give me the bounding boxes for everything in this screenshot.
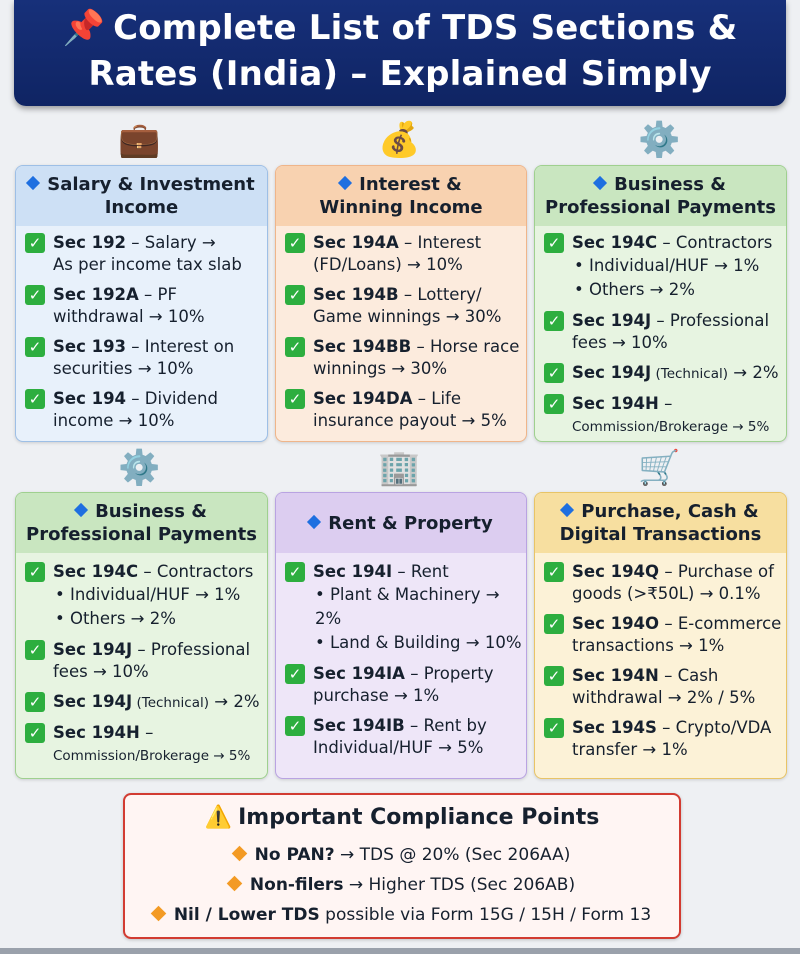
card-heading: Business & Professional Payments: [535, 166, 786, 226]
diamond-bullet-icon: [74, 502, 89, 518]
check-icon: ✓: [285, 716, 305, 736]
check-icon: ✓: [544, 394, 564, 414]
check-icon: ✓: [544, 614, 564, 634]
orange-diamond-icon: [231, 845, 247, 862]
tds-entry: ✓ Sec 194IB – Rent by Individual/HUF → 5%: [276, 715, 526, 759]
tds-entry: ✓ Sec 194J – Professional fees → 10%: [535, 310, 786, 354]
card-rent-property: Rent & Property ✓ Sec 194I – Rent • Plant …: [275, 492, 527, 779]
diamond-bullet-icon: [593, 175, 608, 191]
card-heading: Purchase, Cash & Digital Transactions: [535, 493, 786, 553]
tds-entry: ✓ Sec 192 – Salary → As per income tax sla…: [16, 232, 267, 276]
check-icon: ✓: [25, 562, 45, 582]
card-interest-winning: Interest & Winning Income ✓ Sec 194A – Int…: [275, 165, 527, 442]
check-icon: ✓: [544, 718, 564, 738]
check-icon: ✓: [285, 337, 305, 357]
tds-entry: ✓ Sec 194B – Lottery/Game winnings → 30%: [276, 284, 526, 328]
briefcase-icon: 💼: [118, 120, 161, 160]
tds-entry: ✓ Sec 193 – Interest on securities → 10%: [16, 336, 267, 380]
tds-entry: ✓ Sec 192A – PF withdrawal → 10%: [16, 284, 267, 328]
check-icon: ✓: [544, 666, 564, 686]
card-heading: Business & Professional Payments: [16, 493, 267, 553]
tds-entry: ✓ Sec 194J (Technical) → 2%: [535, 362, 786, 385]
orange-diamond-icon: [226, 875, 243, 892]
gears-icon: ⚙️: [638, 120, 681, 160]
shopping-cart-icon: 🛒: [638, 448, 681, 488]
card-heading: Rent & Property: [276, 493, 526, 553]
tds-entry: ✓ Sec 194C – Contractors • Individual/HUF …: [16, 561, 267, 631]
diamond-bullet-icon: [307, 514, 322, 529]
tds-entry: ✓ Sec 194S – Crypto/VDA transfer → 1%: [535, 717, 786, 761]
compliance-point: Nil / Lower TDS possible via Form 15G / …: [125, 905, 679, 925]
tds-entry: ✓ Sec 194O – E-commerce transactions → 1%: [535, 613, 786, 657]
tds-entry: ✓ Sec 194H – Commission/Brokerage → 5%: [535, 393, 786, 438]
tds-entry: ✓ Sec 194BB – Horse race winnings → 30%: [276, 336, 526, 380]
title-line-2: Rates (India) – Explained Simply: [88, 54, 712, 94]
pushpin-icon: 📌: [62, 8, 106, 48]
gears-icon: ⚙️: [118, 448, 161, 488]
check-icon: ✓: [544, 562, 564, 582]
tds-entry: ✓ Sec 194DA – Life insurance payout → 5%: [276, 388, 526, 432]
bottom-bar: [0, 948, 800, 954]
compliance-box: ⚠️ Important Compliance Points No PAN? → …: [123, 793, 681, 939]
compliance-point: Non-filers → Higher TDS (Sec 206AB): [125, 875, 679, 895]
tds-entry: ✓ Sec 194A – Interest (FD/Loans) → 10%: [276, 232, 526, 276]
tds-entry: ✓ Sec 194I – Rent • Plant & Machinery → 2%…: [276, 561, 526, 655]
check-icon: ✓: [285, 285, 305, 305]
card-purchase-cash-digital: Purchase, Cash & Digital Transactions ✓ Se…: [534, 492, 787, 779]
check-icon: ✓: [285, 233, 305, 253]
check-icon: ✓: [285, 664, 305, 684]
title-banner: 📌 Complete List of TDS Sections & Rates (…: [14, 0, 786, 106]
money-bag-icon: 💰: [378, 120, 421, 160]
orange-diamond-icon: [150, 905, 167, 922]
tds-entry: ✓ Sec 194IA – Property purchase → 1%: [276, 663, 526, 707]
compliance-point: No PAN? → TDS @ 20% (Sec 206AA): [125, 845, 679, 865]
diamond-bullet-icon: [560, 502, 575, 518]
warning-icon: ⚠️: [204, 805, 233, 830]
check-icon: ✓: [25, 640, 45, 660]
check-icon: ✓: [285, 562, 305, 582]
tds-entry: ✓ Sec 194J (Technical) → 2%: [16, 691, 267, 714]
card-heading: Interest & Winning Income: [276, 166, 526, 226]
check-icon: ✓: [544, 363, 564, 383]
check-icon: ✓: [25, 389, 45, 409]
tds-entry: ✓ Sec 194Q – Purchase of goods (>₹50L) → 0…: [535, 561, 786, 605]
tds-entry: ✓ Sec 194H – Commission/Brokerage → 5%: [16, 722, 267, 767]
check-icon: ✓: [25, 285, 45, 305]
check-icon: ✓: [544, 233, 564, 253]
compliance-title: Important Compliance Points: [238, 805, 600, 830]
card-business-professional: Business & Professional Payments ✓ Sec 194…: [15, 492, 268, 779]
check-icon: ✓: [25, 723, 45, 743]
card-salary-investment: Salary & Investment Income ✓ Sec 192 – Sal…: [15, 165, 268, 442]
card-business-professional: Business & Professional Payments ✓ Sec 194…: [534, 165, 787, 442]
tds-entry: ✓ Sec 194N – Cash withdrawal → 2% / 5%: [535, 665, 786, 709]
check-icon: ✓: [25, 692, 45, 712]
check-icon: ✓: [544, 311, 564, 331]
diamond-bullet-icon: [338, 175, 353, 191]
diamond-bullet-icon: [26, 175, 41, 191]
tds-entry: ✓ Sec 194 – Dividend income → 10%: [16, 388, 267, 432]
card-heading: Salary & Investment Income: [16, 166, 267, 226]
check-icon: ✓: [25, 233, 45, 253]
check-icon: ✓: [25, 337, 45, 357]
tds-entry: ✓ Sec 194J – Professional fees → 10%: [16, 639, 267, 683]
office-building-icon: 🏢: [378, 448, 421, 488]
check-icon: ✓: [285, 389, 305, 409]
tds-entry: ✓ Sec 194C – Contractors • Individual/HUF …: [535, 232, 786, 302]
title-line-1: Complete List of TDS Sections &: [113, 8, 738, 48]
